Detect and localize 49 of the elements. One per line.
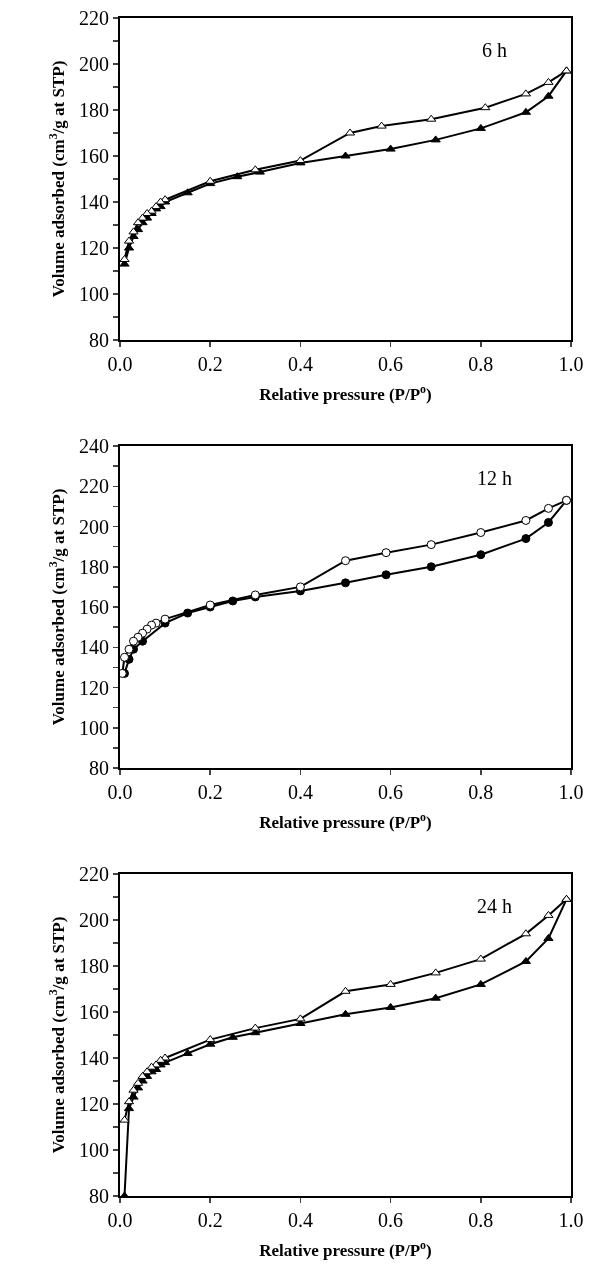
y-tick-label: 80	[89, 757, 109, 779]
x-tick-label: 0.2	[197, 781, 223, 803]
x-axis-title: Relative pressure (P/P$^{o}$)	[259, 1237, 432, 1260]
x-tick-label: 1.0	[558, 353, 584, 375]
y-tick-label: 120	[79, 676, 109, 699]
y-tick-label: 160	[79, 145, 109, 167]
y-tick-label: 220	[79, 7, 109, 29]
x-tick-label: 0.6	[378, 781, 404, 803]
x-tick-label: 1.0	[558, 1209, 584, 1231]
x-axis-title: Relative pressure (P/P$^{o}$)	[259, 381, 432, 404]
y-tick-label: 80	[89, 1185, 109, 1207]
x-tick-label: 0.4	[287, 1209, 313, 1231]
y-tick-label: 120	[79, 237, 109, 259]
y-tick-label: 160	[79, 1001, 109, 1023]
annotation: 12 h	[477, 467, 512, 489]
x-tick-label: 0.6	[378, 1209, 404, 1231]
annotation: 24 h	[477, 895, 512, 917]
x-tick-label: 1.0	[558, 781, 584, 803]
x-tick-label: 0.8	[468, 781, 494, 803]
y-tick-label: 140	[79, 1047, 109, 1069]
y-tick-label: 240	[79, 435, 109, 457]
x-tick-label: 0.0	[107, 781, 133, 803]
y-tick-label: 100	[79, 1139, 109, 1161]
y-tick-label: 140	[79, 636, 109, 659]
y-tick-label: 120	[79, 1093, 109, 1115]
y-tick-label: 200	[79, 53, 109, 75]
y-tick-label: 180	[79, 955, 109, 977]
x-tick-label: 0.2	[197, 353, 223, 375]
x-tick-label: 0.4	[287, 781, 313, 803]
y-tick-label: 140	[79, 191, 109, 213]
x-tick-label: 0.6	[378, 353, 404, 375]
x-tick-label: 0.8	[468, 1209, 494, 1231]
x-axis-title: Relative pressure (P/P$^{o}$)	[259, 809, 432, 832]
x-tick-label: 0.0	[107, 353, 133, 375]
x-tick-label: 0.8	[468, 353, 494, 375]
y-tick-label: 100	[79, 283, 109, 305]
y-tick-label: 100	[79, 716, 109, 739]
y-tick-label: 220	[79, 475, 109, 498]
y-tick-label: 200	[79, 515, 109, 538]
x-tick-label: 0.4	[287, 353, 313, 375]
annotation: 6 h	[482, 39, 507, 61]
y-tick-label: 200	[79, 909, 109, 931]
y-tick-label: 180	[79, 555, 109, 578]
x-tick-label: 0.2	[197, 1209, 223, 1231]
y-tick-label: 220	[79, 863, 109, 885]
y-tick-label: 180	[79, 99, 109, 121]
y-tick-label: 160	[79, 596, 109, 618]
x-tick-label: 0.0	[107, 1209, 133, 1231]
y-tick-label: 80	[89, 329, 109, 351]
